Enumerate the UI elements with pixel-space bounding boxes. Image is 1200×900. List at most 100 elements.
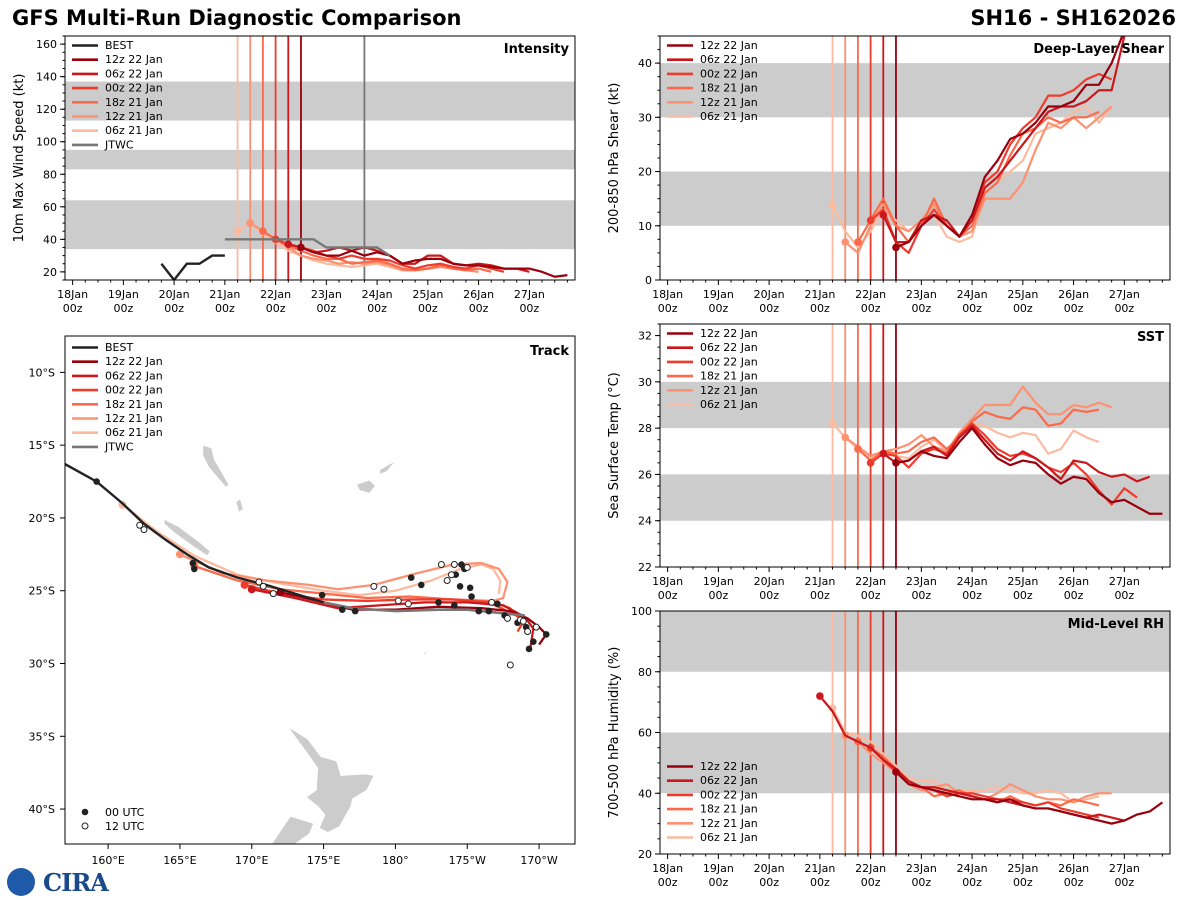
lon-tick-label: 170°E — [235, 854, 268, 867]
y-tick-label: 100 — [631, 605, 652, 618]
legend-label: 18z 21 Jan — [700, 370, 758, 383]
y-tick-label: 60 — [638, 727, 652, 740]
panel-intensity: 2040608010012014016018Jan00z19Jan00z20Ja… — [12, 35, 576, 315]
y-tick-label: 26 — [638, 468, 652, 481]
track-line — [251, 588, 535, 648]
x-tick-label: 22Jan — [855, 575, 886, 588]
x-tick-label: 24Jan — [957, 288, 988, 301]
y-tick-label: 140 — [36, 71, 57, 84]
x-tick-label: 18Jan — [652, 575, 683, 588]
x-tick-label: 22Jan — [855, 862, 886, 875]
y-tick-label: 30 — [638, 111, 652, 124]
marker-12utc — [437, 561, 445, 569]
x-tick-label: 20Jan — [754, 862, 785, 875]
legend-label: 12z 22 Jan — [105, 355, 163, 368]
legend-label: 18z 21 Jan — [105, 96, 163, 109]
x-tick-label: 00z — [1013, 302, 1033, 315]
legend-label: 18z 21 Jan — [105, 398, 163, 411]
x-tick-label: 19Jan — [108, 288, 139, 301]
x-tick-label: 18Jan — [652, 288, 683, 301]
noaa-logo-icon — [7, 868, 35, 896]
plot-frame — [659, 323, 1171, 568]
marker-00utc — [417, 581, 425, 589]
marker-12utc — [450, 561, 458, 569]
x-tick-label: 24Jan — [362, 288, 393, 301]
x-tick-label: 00z — [810, 589, 830, 602]
x-tick-label: 23Jan — [906, 862, 937, 875]
best-track — [65, 463, 324, 604]
x-tick-label: 22Jan — [260, 288, 291, 301]
plot-area-rh — [660, 611, 1170, 854]
threshold-band — [660, 171, 1170, 226]
init-point — [828, 200, 837, 208]
init-point — [866, 459, 875, 467]
y-axis-label: Sea Surface Temp (°C) — [607, 372, 622, 519]
legend-label: 00z 22 Jan — [105, 82, 163, 95]
x-tick-label: 23Jan — [906, 288, 937, 301]
x-tick-label: 27Jan — [1109, 575, 1140, 588]
marker-legend-00 — [81, 808, 89, 816]
x-tick-label: 00z — [861, 302, 881, 315]
legend-label: JTWC — [104, 440, 134, 453]
y-tick-label: 60 — [43, 201, 57, 214]
y-tick-label: 80 — [43, 168, 57, 181]
panel-rh: 2040608010018Jan00z19Jan00z20Jan00z21Jan… — [607, 605, 1171, 889]
threshold-band — [660, 63, 1170, 118]
series-line — [275, 238, 505, 273]
x-tick-label: 00z — [367, 302, 387, 315]
marker-00utc — [530, 638, 537, 645]
y-tick-label: 24 — [638, 515, 652, 528]
jtwc-track — [323, 601, 525, 617]
x-tick-label: 20Jan — [159, 288, 190, 301]
marker-00utc — [338, 606, 346, 613]
land-fiji-vanua-levu — [379, 460, 396, 475]
legend-label: 00z 22 Jan — [105, 384, 163, 397]
legend-label: 12z 21 Jan — [105, 110, 163, 123]
x-tick-label: 00z — [861, 876, 881, 889]
x-tick-label: 00z — [810, 876, 830, 889]
x-tick-label: 00z — [316, 302, 336, 315]
panel-track: 160°E 165°E 170°E 175°E 180° 175°W 170°W 10°S 15… — [29, 335, 576, 867]
y-axis-label: 200-850 hPa Shear (kt) — [607, 83, 622, 234]
x-tick-label: 24Jan — [957, 862, 988, 875]
init-point — [246, 219, 255, 227]
land-fiji-viti-levu — [356, 479, 376, 494]
x-tick-label: 21Jan — [209, 288, 240, 301]
marker-12utc — [488, 598, 496, 606]
marker-12utc — [532, 623, 540, 631]
init-point — [284, 240, 293, 249]
track-line — [121, 503, 502, 597]
lat-tick-label: 10°S — [29, 366, 55, 379]
best-line — [160, 254, 225, 280]
y-tick-label: 22 — [638, 561, 652, 574]
x-tick-label: 25Jan — [1007, 575, 1038, 588]
init-point — [854, 238, 862, 246]
panel-sst: 22242628303218Jan00z19Jan00z20Jan00z21Ja… — [607, 323, 1171, 602]
land-vanuatu — [202, 444, 230, 488]
x-tick-label: 00z — [708, 302, 728, 315]
init-point — [879, 449, 888, 458]
marker-12utc — [404, 600, 412, 608]
track-init-point — [175, 550, 184, 559]
series-line — [831, 707, 1100, 804]
marker-12utc — [443, 577, 451, 585]
x-tick-label: 25Jan — [412, 288, 443, 301]
track-init-point — [240, 580, 249, 589]
x-tick-label: 00z — [1064, 876, 1084, 889]
marker-00utc — [318, 591, 326, 599]
x-tick-label: 26Jan — [1058, 862, 1089, 875]
legend-label: 00z 22 Jan — [700, 355, 758, 368]
legend-label: 06z 22 Jan — [105, 67, 163, 80]
threshold-band — [660, 474, 1170, 521]
x-tick-label: 00z — [911, 876, 931, 889]
series-line — [869, 422, 1138, 506]
lat-tick-label: 30°S — [29, 658, 55, 671]
legend-label: 06z 21 Jan — [700, 110, 758, 123]
series-line — [831, 105, 1113, 249]
marker-00utc — [407, 574, 415, 581]
series-line — [856, 110, 1100, 244]
panel-shear: 01020304018Jan00z19Jan00z20Jan00z21Jan00… — [607, 35, 1171, 315]
x-tick-label: 26Jan — [463, 288, 494, 301]
plot-area-intensity — [65, 36, 575, 280]
series-line — [895, 36, 1124, 249]
